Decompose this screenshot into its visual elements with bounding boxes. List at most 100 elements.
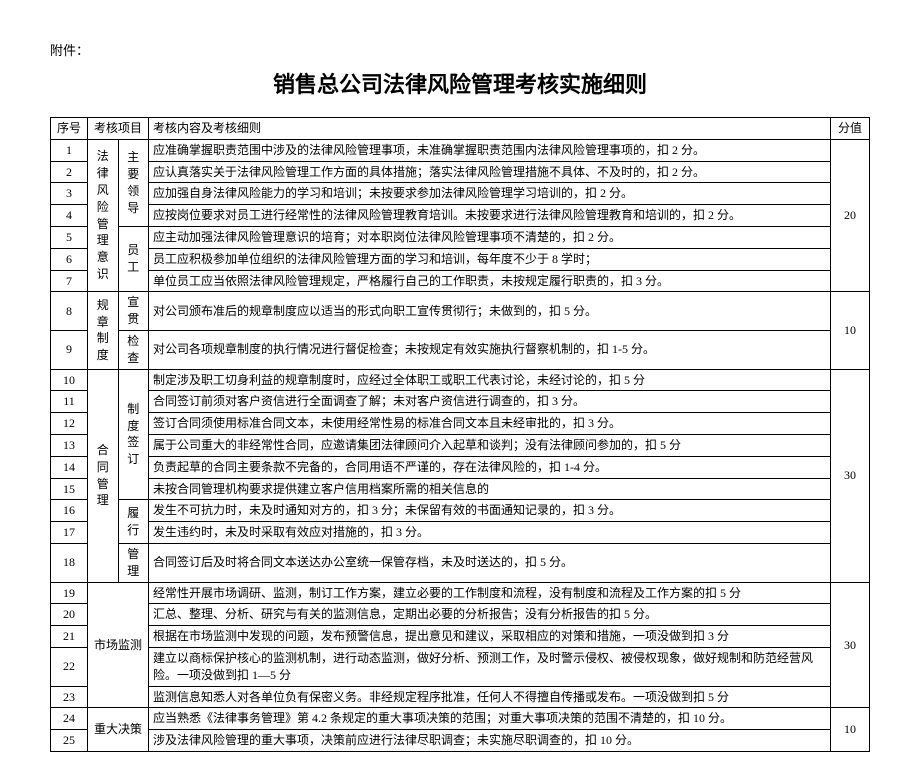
cell-project: 规章制度 bbox=[88, 292, 119, 369]
cell-content: 员工应积极参加单位组织的法律风险管理方面的学习和培训，每年度不少于 8 学时； bbox=[149, 248, 831, 270]
cell-seq: 25 bbox=[51, 730, 88, 752]
attachment-label: 附件： bbox=[50, 40, 870, 59]
table-row: 12 签订合同须使用标准合同文本，未使用经常性易的标准合同文本且未经审批的，扣 … bbox=[51, 413, 870, 435]
table-row: 22 建立以商标保护核心的监测机制，进行动态监测，做好分析、预测工作，及时警示侵… bbox=[51, 647, 870, 686]
cell-content: 监测信息知悉人对各单位负有保密义务。非经规定程序批准，任何人不得擅自传播或发布。… bbox=[149, 686, 831, 708]
cell-seq: 20 bbox=[51, 604, 88, 626]
cell-seq: 4 bbox=[51, 205, 88, 227]
table-row: 19 市场监测 经常性开展市场调研、监测，制订工作方案，建立必要的工作制度和流程… bbox=[51, 582, 870, 604]
cell-content: 应加强自身法律风险能力的学习和培训；未按要求参加法律风险管理学习培训的，扣 2 … bbox=[149, 183, 831, 205]
header-project: 考核项目 bbox=[88, 118, 149, 140]
table-row: 15 未按合同管理机构要求提供建立客户信用档案所需的相关信息的 bbox=[51, 478, 870, 500]
cell-seq: 23 bbox=[51, 686, 88, 708]
cell-score: 10 bbox=[831, 708, 870, 752]
cell-sub: 宣贯 bbox=[118, 292, 149, 331]
cell-seq: 1 bbox=[51, 139, 88, 161]
page-title: 销售总公司法律风险管理考核实施细则 bbox=[50, 67, 870, 99]
cell-seq: 18 bbox=[51, 543, 88, 582]
table-row: 13 属于公司重大的非经常性合同，应邀请集团法律顾问介入起草和谈判；没有法律顾问… bbox=[51, 434, 870, 456]
cell-seq: 24 bbox=[51, 708, 88, 730]
table-row: 4 应按岗位要求对员工进行经常性的法律风险管理教育培训。未按要求进行法律风险管理… bbox=[51, 205, 870, 227]
cell-seq: 7 bbox=[51, 270, 88, 292]
cell-content: 合同签订前须对客户资信进行全面调查了解；未对客户资信进行调查的，扣 3 分。 bbox=[149, 391, 831, 413]
cell-content: 经常性开展市场调研、监测，制订工作方案，建立必要的工作制度和流程，没有制度和流程… bbox=[149, 582, 831, 604]
cell-content: 应准确掌握职责范围中涉及的法律风险管理事项，未准确掌握职责范围内法律风险管理事项… bbox=[149, 139, 831, 161]
cell-score: 20 bbox=[831, 139, 870, 292]
cell-content: 应按岗位要求对员工进行经常性的法律风险管理教育培训。未按要求进行法律风险管理教育… bbox=[149, 205, 831, 227]
table-row: 3 应加强自身法律风险能力的学习和培训；未按要求参加法律风险管理学习培训的，扣 … bbox=[51, 183, 870, 205]
cell-content: 发生违约时，未及时采取有效应对措施的，扣 3 分。 bbox=[149, 522, 831, 544]
cell-seq: 21 bbox=[51, 626, 88, 648]
table-row: 24 重大决策 应当熟悉《法律事务管理》第 4.2 条规定的重大事项决策的范围；… bbox=[51, 708, 870, 730]
cell-score: 30 bbox=[831, 582, 870, 708]
table-row: 11 合同签订前须对客户资信进行全面调查了解；未对客户资信进行调查的，扣 3 分… bbox=[51, 391, 870, 413]
cell-seq: 19 bbox=[51, 582, 88, 604]
cell-content: 涉及法律风险管理的重大事项，决策前应进行法律尽职调查；未实施尽职调查的，扣 10… bbox=[149, 730, 831, 752]
header-score: 分值 bbox=[831, 118, 870, 140]
cell-content: 签订合同须使用标准合同文本，未使用经常性易的标准合同文本且未经审批的，扣 3 分… bbox=[149, 413, 831, 435]
cell-sub: 管理 bbox=[118, 543, 149, 582]
cell-content: 应认真落实关于法律风险管理工作方面的具体措施；落实法律风险管理措施不具体、不及时… bbox=[149, 161, 831, 183]
cell-seq: 6 bbox=[51, 248, 88, 270]
cell-seq: 13 bbox=[51, 434, 88, 456]
cell-seq: 3 bbox=[51, 183, 88, 205]
cell-content: 发生不可抗力时，未及时通知对方的，扣 3 分；未保留有效的书面通知记录的，扣 3… bbox=[149, 500, 831, 522]
cell-content: 应当熟悉《法律事务管理》第 4.2 条规定的重大事项决策的范围；对重大事项决策的… bbox=[149, 708, 831, 730]
table-row: 16 履行 发生不可抗力时，未及时通知对方的，扣 3 分；未保留有效的书面通知记… bbox=[51, 500, 870, 522]
cell-content: 单位员工应当依照法律风险管理规定，严格履行自己的工作职责，未按规定履行职责的，扣… bbox=[149, 270, 831, 292]
cell-content: 未按合同管理机构要求提供建立客户信用档案所需的相关信息的 bbox=[149, 478, 831, 500]
table-row: 10 合同管理 制度签订 制定涉及职工切身利益的规章制度时，应经过全体职工或职工… bbox=[51, 369, 870, 391]
cell-seq: 2 bbox=[51, 161, 88, 183]
header-content: 考核内容及考核细则 bbox=[149, 118, 831, 140]
cell-seq: 8 bbox=[51, 292, 88, 331]
cell-content: 制定涉及职工切身利益的规章制度时，应经过全体职工或职工代表讨论，未经讨论的，扣 … bbox=[149, 369, 831, 391]
table-row: 14 负责起草的合同主要条款不完备的，合同用语不严谨的，存在法律风险的，扣 1-… bbox=[51, 456, 870, 478]
table-row: 18 管理 合同签订后及时将合同文本送达办公室统一保管存档，未及时送达的，扣 5… bbox=[51, 543, 870, 582]
table-row: 2 应认真落实关于法律风险管理工作方面的具体措施；落实法律风险管理措施不具体、不… bbox=[51, 161, 870, 183]
cell-project: 市场监测 bbox=[88, 582, 149, 708]
cell-seq: 10 bbox=[51, 369, 88, 391]
cell-score: 10 bbox=[831, 292, 870, 369]
cell-content: 建立以商标保护核心的监测机制，进行动态监测，做好分析、预测工作，及时警示侵权、被… bbox=[149, 647, 831, 686]
cell-score: 30 bbox=[831, 369, 870, 582]
cell-project: 法律风险管理意识 bbox=[88, 139, 119, 292]
cell-sub: 制度签订 bbox=[118, 369, 149, 500]
cell-content: 根据在市场监测中发现的问题，发布预警信息，提出意见和建议，采取相应的对策和措施，… bbox=[149, 626, 831, 648]
assessment-table: 序号 考核项目 考核内容及考核细则 分值 1 法律风险管理意识 主要领导 应准确… bbox=[50, 117, 870, 752]
cell-content: 对公司各项规章制度的执行情况进行督促检查；未按规定有效实施执行督察机制的，扣 1… bbox=[149, 330, 831, 369]
cell-seq: 9 bbox=[51, 330, 88, 369]
table-row: 25 涉及法律风险管理的重大事项，决策前应进行法律尽职调查；未实施尽职调查的，扣… bbox=[51, 730, 870, 752]
cell-seq: 15 bbox=[51, 478, 88, 500]
cell-seq: 5 bbox=[51, 226, 88, 248]
cell-content: 属于公司重大的非经常性合同，应邀请集团法律顾问介入起草和谈判；没有法律顾问参加的… bbox=[149, 434, 831, 456]
cell-sub: 检查 bbox=[118, 330, 149, 369]
table-row: 23 监测信息知悉人对各单位负有保密义务。非经规定程序批准，任何人不得擅自传播或… bbox=[51, 686, 870, 708]
table-row: 8 规章制度 宣贯 对公司颁布准后的规章制度应以适当的形式向职工宣传贯彻行；未做… bbox=[51, 292, 870, 331]
cell-seq: 16 bbox=[51, 500, 88, 522]
table-row: 20 汇总、整理、分析、研究与有关的监测信息，定期出必要的分析报告；没有分析报告… bbox=[51, 604, 870, 626]
cell-seq: 12 bbox=[51, 413, 88, 435]
cell-seq: 17 bbox=[51, 522, 88, 544]
table-row: 1 法律风险管理意识 主要领导 应准确掌握职责范围中涉及的法律风险管理事项，未准… bbox=[51, 139, 870, 161]
table-row: 6 员工应积极参加单位组织的法律风险管理方面的学习和培训，每年度不少于 8 学时… bbox=[51, 248, 870, 270]
cell-content: 应主动加强法律风险管理意识的培育；对本职岗位法律风险管理事项不清楚的，扣 2 分… bbox=[149, 226, 831, 248]
cell-sub: 履行 bbox=[118, 500, 149, 544]
header-seq: 序号 bbox=[51, 118, 88, 140]
table-row: 17 发生违约时，未及时采取有效应对措施的，扣 3 分。 bbox=[51, 522, 870, 544]
cell-content: 合同签订后及时将合同文本送达办公室统一保管存档，未及时送达的，扣 5 分。 bbox=[149, 543, 831, 582]
cell-seq: 11 bbox=[51, 391, 88, 413]
cell-seq: 14 bbox=[51, 456, 88, 478]
cell-content: 负责起草的合同主要条款不完备的，合同用语不严谨的，存在法律风险的，扣 1-4 分… bbox=[149, 456, 831, 478]
cell-content: 对公司颁布准后的规章制度应以适当的形式向职工宣传贯彻行；未做到的，扣 5 分。 bbox=[149, 292, 831, 331]
cell-seq: 22 bbox=[51, 647, 88, 686]
table-row: 21 根据在市场监测中发现的问题，发布预警信息，提出意见和建议，采取相应的对策和… bbox=[51, 626, 870, 648]
cell-content: 汇总、整理、分析、研究与有关的监测信息，定期出必要的分析报告；没有分析报告的扣 … bbox=[149, 604, 831, 626]
table-row: 7 单位员工应当依照法律风险管理规定，严格履行自己的工作职责，未按规定履行职责的… bbox=[51, 270, 870, 292]
table-header-row: 序号 考核项目 考核内容及考核细则 分值 bbox=[51, 118, 870, 140]
cell-project: 合同管理 bbox=[88, 369, 119, 582]
table-row: 5 员工 应主动加强法律风险管理意识的培育；对本职岗位法律风险管理事项不清楚的，… bbox=[51, 226, 870, 248]
cell-sub: 主要领导 bbox=[118, 139, 149, 226]
cell-sub: 员工 bbox=[118, 226, 149, 291]
table-row: 9 检查 对公司各项规章制度的执行情况进行督促检查；未按规定有效实施执行督察机制… bbox=[51, 330, 870, 369]
cell-project: 重大决策 bbox=[88, 708, 149, 752]
